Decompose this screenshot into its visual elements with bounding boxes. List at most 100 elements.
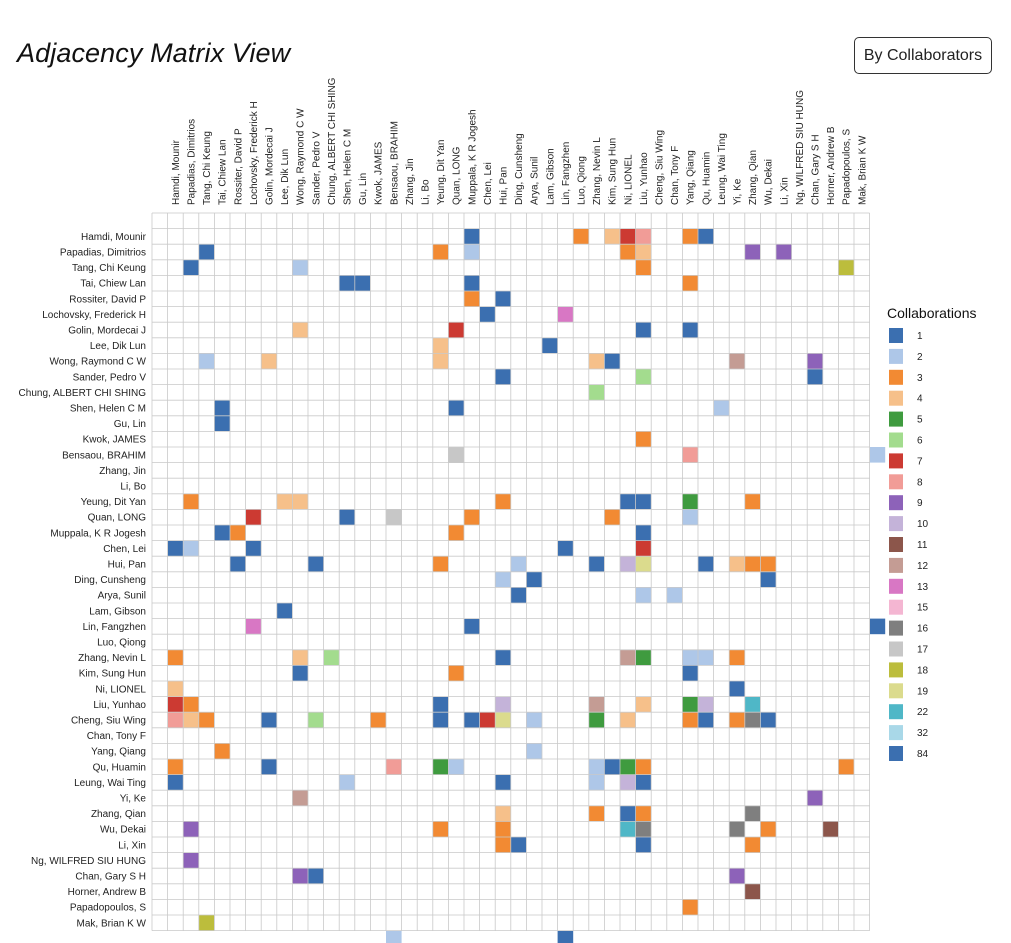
column-label[interactable]: Zhang, Jin bbox=[405, 158, 416, 205]
row-label[interactable]: Wong, Raymond C W bbox=[49, 357, 146, 368]
matrix-cell[interactable] bbox=[292, 649, 308, 666]
column-label[interactable]: Ng, WILFRED SIU HUNG bbox=[795, 90, 806, 205]
column-label[interactable]: Arya, Sunil bbox=[530, 157, 541, 205]
matrix-cell[interactable] bbox=[729, 353, 745, 369]
row-label[interactable]: Yi, Ke bbox=[120, 794, 147, 805]
matrix-cell[interactable] bbox=[542, 337, 558, 354]
column-label[interactable]: Tai, Chiew Lan bbox=[218, 139, 229, 205]
matrix-cell[interactable] bbox=[698, 228, 714, 245]
matrix-cell[interactable] bbox=[557, 930, 574, 943]
matrix-cell[interactable] bbox=[510, 587, 527, 603]
matrix-cell[interactable] bbox=[635, 322, 652, 338]
matrix-cell[interactable] bbox=[292, 790, 308, 806]
column-label[interactable]: Kim, Sung Hun bbox=[608, 138, 619, 205]
matrix-cell[interactable] bbox=[214, 415, 230, 432]
matrix-cell[interactable] bbox=[339, 774, 355, 791]
column-label[interactable]: Chan, Tony F bbox=[670, 146, 681, 205]
matrix-cell[interactable] bbox=[292, 493, 308, 510]
matrix-cell[interactable] bbox=[354, 275, 371, 291]
matrix-cell[interactable] bbox=[167, 649, 184, 666]
matrix-cell[interactable] bbox=[807, 353, 823, 369]
row-label[interactable]: Luo, Qiong bbox=[97, 638, 146, 649]
matrix-cell[interactable] bbox=[682, 275, 698, 291]
column-label[interactable]: Lam, Gibson bbox=[545, 148, 556, 205]
column-label[interactable]: Papadias, Dimitrios bbox=[187, 119, 198, 205]
matrix-cell[interactable] bbox=[620, 759, 636, 775]
matrix-cell[interactable] bbox=[292, 868, 308, 884]
row-label[interactable]: Papadopoulos, S bbox=[70, 903, 147, 914]
matrix-cell[interactable] bbox=[464, 712, 480, 728]
matrix-cell[interactable] bbox=[495, 493, 511, 510]
matrix-cell[interactable] bbox=[198, 353, 215, 369]
matrix-cell[interactable] bbox=[620, 244, 636, 260]
matrix-cell[interactable] bbox=[729, 821, 745, 837]
matrix-cell[interactable] bbox=[604, 759, 620, 775]
matrix-cell[interactable] bbox=[682, 509, 698, 525]
row-label[interactable]: Hui, Pan bbox=[108, 560, 146, 571]
matrix-cell[interactable] bbox=[760, 712, 776, 728]
matrix-cell[interactable] bbox=[245, 540, 262, 557]
row-label[interactable]: Shen, Helen C M bbox=[70, 404, 146, 415]
row-label[interactable]: Chan, Tony F bbox=[87, 731, 146, 742]
matrix-cell[interactable] bbox=[339, 275, 355, 291]
matrix-cell[interactable] bbox=[448, 400, 464, 416]
matrix-cell[interactable] bbox=[604, 228, 620, 245]
matrix-cell[interactable] bbox=[698, 712, 714, 728]
matrix-cell[interactable] bbox=[370, 712, 386, 728]
matrix-cell[interactable] bbox=[323, 649, 340, 666]
matrix-cell[interactable] bbox=[308, 868, 324, 884]
matrix-cell[interactable] bbox=[308, 712, 324, 728]
column-label[interactable]: Quan, LONG bbox=[452, 146, 463, 205]
row-label[interactable]: Wu, Dekai bbox=[100, 825, 146, 836]
column-label[interactable]: Hamdi, Mounir bbox=[171, 139, 182, 205]
matrix-cell[interactable] bbox=[635, 837, 652, 853]
matrix-cell[interactable] bbox=[620, 821, 636, 837]
row-label[interactable]: Muppala, K R Jogesh bbox=[50, 528, 146, 539]
matrix-cell[interactable] bbox=[386, 759, 402, 775]
column-label[interactable]: Gu, Lin bbox=[358, 173, 369, 205]
matrix-cell[interactable] bbox=[776, 244, 792, 260]
matrix-cell[interactable] bbox=[822, 821, 839, 837]
matrix-cell[interactable] bbox=[635, 431, 652, 447]
column-label[interactable]: Bensaou, BRAHIM bbox=[389, 121, 400, 205]
matrix-cell[interactable] bbox=[682, 649, 698, 666]
matrix-cell[interactable] bbox=[620, 228, 636, 245]
column-label[interactable]: Liu, Yunhao bbox=[639, 152, 650, 205]
matrix-cell[interactable] bbox=[292, 665, 308, 681]
column-label[interactable]: Mak, Brian K W bbox=[857, 135, 868, 205]
matrix-cell[interactable] bbox=[432, 696, 449, 713]
matrix-cell[interactable] bbox=[682, 712, 698, 728]
matrix-cell[interactable] bbox=[183, 821, 199, 837]
matrix-cell[interactable] bbox=[495, 821, 511, 837]
row-label[interactable]: Qu, Huamin bbox=[93, 762, 146, 773]
matrix-cell[interactable] bbox=[744, 244, 761, 260]
matrix-cell[interactable] bbox=[495, 837, 511, 853]
row-label[interactable]: Yang, Qiang bbox=[91, 747, 146, 758]
column-label[interactable]: Lee, Dik Lun bbox=[280, 149, 291, 205]
matrix-cell[interactable] bbox=[729, 868, 745, 884]
matrix-cell[interactable] bbox=[729, 712, 745, 728]
row-label[interactable]: Gu, Lin bbox=[114, 419, 146, 430]
matrix-cell[interactable] bbox=[744, 712, 761, 728]
matrix-cell[interactable] bbox=[620, 649, 636, 666]
column-label[interactable]: Rossiter, David P bbox=[233, 128, 244, 205]
matrix-cell[interactable] bbox=[183, 493, 199, 510]
row-label[interactable]: Lin, Fangzhen bbox=[83, 622, 146, 633]
matrix-cell[interactable] bbox=[588, 384, 605, 401]
row-label[interactable]: Papadias, Dimitrios bbox=[60, 248, 146, 259]
matrix-cell[interactable] bbox=[464, 618, 480, 635]
column-label[interactable]: Hui, Pan bbox=[499, 167, 510, 205]
matrix-cell[interactable] bbox=[620, 774, 636, 791]
matrix-cell[interactable] bbox=[744, 805, 761, 822]
matrix-cell[interactable] bbox=[698, 649, 714, 666]
matrix-cell[interactable] bbox=[261, 353, 277, 369]
matrix-cell[interactable] bbox=[635, 696, 652, 713]
column-label[interactable]: Qu, Huamin bbox=[701, 152, 712, 205]
matrix-cell[interactable] bbox=[183, 696, 199, 713]
matrix-cell[interactable] bbox=[604, 353, 620, 369]
order-by-collaborators-button[interactable]: By Collaborators bbox=[854, 37, 992, 74]
matrix-cell[interactable] bbox=[588, 759, 605, 775]
matrix-cell[interactable] bbox=[838, 259, 854, 276]
matrix-cell[interactable] bbox=[635, 228, 652, 245]
matrix-cell[interactable] bbox=[495, 571, 511, 588]
